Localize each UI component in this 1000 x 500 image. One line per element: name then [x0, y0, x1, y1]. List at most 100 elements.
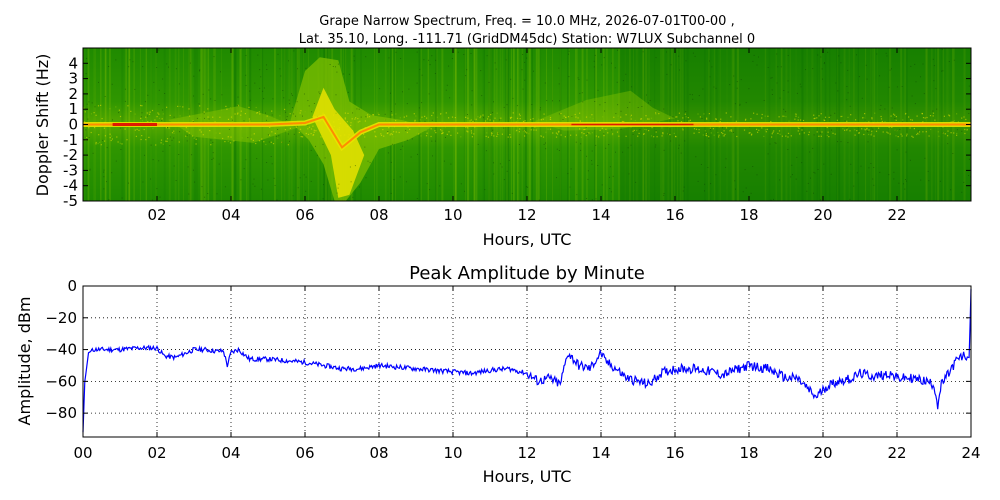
spectrogram-noise-speck — [83, 107, 85, 109]
spectrogram-dark-speck — [771, 89, 773, 91]
spectrogram-noise-speck — [340, 135, 342, 137]
spectrogram-dark-speck — [905, 151, 907, 153]
spectrogram-noise-speck — [469, 120, 471, 122]
spectrogram-dark-speck — [903, 183, 904, 185]
spectrogram-dark-speck — [379, 88, 381, 90]
spectrogram-dark-speck — [915, 81, 917, 83]
spectrogram-noise-speck — [620, 116, 622, 118]
spectrogram-dark-speck — [715, 174, 717, 176]
spectrogram-dark-speck — [631, 86, 633, 88]
spectrogram-dark-speck — [610, 191, 612, 193]
spectrogram-noise-speck — [466, 130, 468, 132]
spectrogram-noise-speck — [496, 135, 498, 137]
spectrogram-dark-speck — [111, 172, 113, 174]
spectrogram-noise-speck — [943, 115, 945, 117]
spectrogram-dark-speck — [480, 70, 482, 72]
spectrogram-noise-speck — [916, 133, 918, 136]
spectrogram-noise-speck — [99, 141, 101, 143]
spectrogram-noise-speck — [797, 119, 799, 121]
spectrogram-noise-speck — [134, 113, 136, 115]
spectrogram-dark-speck — [812, 147, 814, 149]
spectrogram-dark-speck — [611, 129, 613, 131]
spectrogram-noise-speck — [212, 116, 214, 118]
spectrogram-noise-speck — [656, 136, 658, 138]
spectrogram-noise-speck — [523, 120, 525, 123]
spectrogram-y-tick-label: 3 — [68, 70, 78, 88]
spectrogram-dark-speck — [579, 92, 581, 94]
spectrogram-dark-speck — [809, 151, 811, 153]
spectrogram-dark-speck — [552, 100, 553, 102]
spectrogram-dark-speck — [249, 90, 251, 92]
spectrogram-dark-speck — [89, 168, 91, 170]
spectrogram-noise-speck — [901, 135, 903, 137]
spectrogram-noise-speck — [794, 113, 797, 115]
spectrogram-noise-speck — [486, 132, 488, 134]
spectrogram-noise-speck — [348, 134, 350, 136]
spectrogram-dark-speck — [481, 95, 483, 97]
spectrogram-noise-speck — [155, 144, 157, 146]
spectrogram-dark-speck — [791, 174, 793, 176]
spectrogram-noise-speck — [83, 121, 86, 123]
spectrogram-dark-speck — [303, 93, 305, 95]
spectrogram-dark-speck — [886, 55, 888, 57]
spectrogram-dark-speck — [273, 177, 275, 179]
spectrogram-dark-speck — [319, 93, 321, 95]
spectrogram-noise-speck — [662, 132, 664, 134]
spectrogram-noise-speck — [314, 116, 317, 118]
spectrogram-dark-speck — [499, 163, 501, 165]
spectrogram-dark-speck — [391, 143, 393, 145]
spectrogram-noise-speck — [934, 119, 936, 121]
spectrogram-noise-speck — [227, 136, 229, 138]
spectrogram-dark-speck — [249, 99, 251, 101]
spectrogram-dark-speck — [140, 116, 142, 118]
spectrogram-noise-speck — [518, 131, 520, 133]
spectrogram-dark-speck — [894, 118, 896, 119]
spectrogram-dark-speck — [267, 134, 269, 136]
spectrogram-dark-speck — [353, 55, 355, 57]
spectrogram-dark-speck — [582, 101, 584, 103]
spectrogram-dark-speck — [612, 175, 614, 177]
spectrogram-dark-speck — [494, 62, 496, 64]
spectrogram-dark-speck — [801, 162, 803, 164]
spectrogram-noise-speck — [306, 136, 308, 138]
spectrogram-noise-speck — [856, 130, 858, 132]
spectrogram-dark-speck — [150, 144, 152, 146]
spectrogram-dark-speck — [270, 156, 272, 157]
spectrogram-noise-speck — [655, 113, 657, 115]
spectrogram-dark-speck — [295, 115, 296, 117]
spectrogram-dark-speck — [347, 91, 349, 93]
spectrogram-noise-speck — [141, 105, 143, 107]
spectrogram-noise-speck — [207, 108, 209, 110]
spectrogram-noise-speck — [658, 113, 660, 115]
spectrogram-noise-speck — [214, 137, 216, 139]
spectrogram-dark-speck — [947, 143, 949, 145]
spectrogram-dark-speck — [581, 92, 583, 94]
spectrogram-dark-speck — [813, 134, 815, 136]
spectrogram-noise-speck — [435, 132, 437, 134]
spectrogram-dark-speck — [169, 136, 171, 138]
spectrogram-dark-speck — [678, 55, 680, 57]
amplitude-x-tick-label: 16 — [665, 444, 684, 462]
spectrogram-dark-speck — [460, 183, 462, 185]
spectrogram-x-tick-label: 10 — [443, 206, 462, 224]
spectrogram-noise-speck — [237, 104, 239, 106]
spectrogram-noise-speck — [384, 119, 386, 121]
spectrogram-dark-speck — [194, 181, 196, 183]
spectrogram-noise-speck — [236, 113, 239, 115]
spectrogram-noise-speck — [545, 131, 547, 133]
spectrogram-dark-speck — [595, 144, 597, 146]
spectrogram-noise-speck — [432, 112, 434, 114]
spectrogram-noise-speck — [225, 105, 227, 107]
spectrogram-dark-speck — [735, 188, 736, 190]
spectrogram-noise-speck — [611, 127, 613, 129]
spectrogram-dark-speck — [620, 128, 622, 130]
spectrogram-noise-speck — [650, 135, 653, 137]
spectrogram-dark-speck — [522, 88, 524, 90]
spectrogram-noise-speck — [388, 127, 390, 129]
spectrogram-noise-speck — [364, 120, 366, 122]
spectrogram-noise-speck — [269, 134, 271, 136]
spectrogram-dark-speck — [292, 195, 294, 197]
spectrogram-dark-speck — [384, 113, 386, 115]
spectrogram-dark-speck — [506, 170, 508, 172]
